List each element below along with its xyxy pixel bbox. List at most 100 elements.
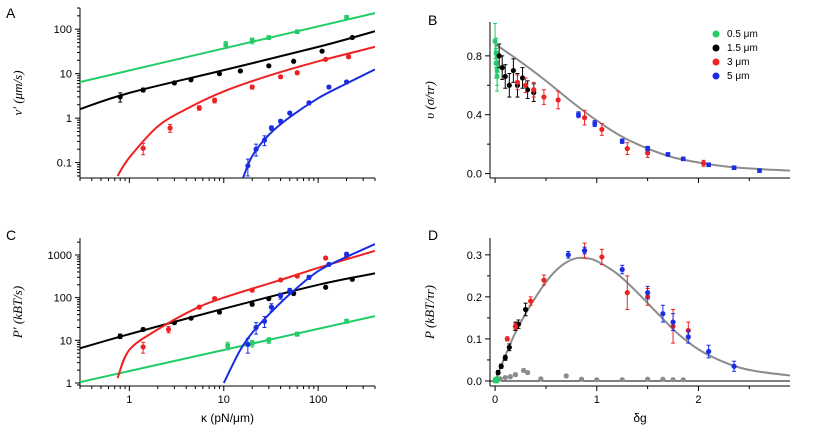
- data-point: [619, 377, 625, 383]
- data-point: [323, 284, 329, 290]
- data-point: [498, 363, 504, 369]
- data-point: [528, 298, 534, 304]
- data-point: [680, 156, 686, 162]
- x-axis-label: δg: [633, 411, 646, 425]
- y-tick-label: 1: [66, 378, 72, 390]
- fit-line-blue: [222, 243, 375, 384]
- data-point: [706, 348, 712, 355]
- data-point: [216, 309, 223, 315]
- panel-b: 0.0 0.4 0.8 Bυ (σ/τr) 0.5 μm 1.5 μm 3 μm 5 μm: [422, 12, 790, 183]
- data-point: [294, 70, 300, 76]
- data-point: [261, 318, 268, 324]
- data-point: [731, 165, 737, 170]
- data-point: [266, 63, 272, 69]
- data-point: [522, 306, 529, 313]
- data-point: [578, 376, 585, 382]
- data-point: [223, 42, 229, 47]
- data-point: [594, 377, 600, 383]
- data-point: [253, 146, 259, 152]
- data-point: [294, 29, 300, 34]
- y-axis-label: P (kBT/τr): [422, 285, 437, 340]
- data-point: [492, 38, 498, 44]
- data-point: [563, 373, 569, 379]
- data-point: [645, 376, 651, 382]
- data-point: [502, 374, 508, 381]
- x-tick-label: 100: [309, 394, 327, 406]
- data-point: [599, 126, 605, 133]
- panel-label: A: [6, 5, 16, 21]
- data-point: [196, 105, 202, 111]
- y-tick-label: 0.1: [57, 158, 72, 170]
- legend-label: 0.5 μm: [727, 29, 758, 40]
- data-point: [541, 94, 547, 100]
- data-point: [326, 84, 332, 90]
- data-point: [757, 168, 762, 173]
- data-point: [512, 372, 519, 378]
- data-point: [349, 276, 355, 282]
- data-point: [685, 334, 691, 340]
- data-point: [525, 87, 531, 93]
- data-point: [624, 145, 630, 152]
- data-point: [216, 71, 223, 77]
- data-point: [140, 344, 146, 350]
- data-point: [245, 163, 251, 169]
- y-tick-label: 0.8: [467, 51, 482, 63]
- data-point: [670, 377, 676, 383]
- y-tick-label: 0.0: [467, 169, 482, 181]
- data-point: [499, 65, 505, 71]
- y-tick-label: 0.3: [467, 250, 482, 262]
- data-point: [323, 255, 329, 261]
- data-point: [538, 376, 544, 382]
- legend: 0.5 μm 1.5 μm 3 μm 5 μm: [712, 29, 758, 82]
- data-point: [541, 277, 547, 283]
- data-point: [212, 295, 218, 302]
- data-point: [624, 290, 630, 296]
- data-point: [502, 355, 508, 361]
- data-point: [494, 376, 500, 382]
- data-point: [496, 53, 502, 59]
- data-point: [294, 331, 300, 337]
- data-point: [245, 341, 251, 348]
- data-point: [277, 74, 284, 80]
- data-point: [619, 266, 625, 273]
- data-point: [619, 138, 625, 144]
- data-point: [531, 87, 537, 93]
- y-tick-label: 10: [60, 69, 72, 81]
- y-tick-label: 0.4: [467, 110, 482, 122]
- data-point: [343, 251, 350, 257]
- data-point: [188, 315, 194, 321]
- fit-line-blue: [242, 68, 375, 178]
- data-point: [343, 79, 350, 85]
- fit-line-black: [80, 30, 375, 111]
- data-point: [555, 97, 561, 103]
- data-point: [665, 152, 671, 157]
- legend-label: 3 μm: [727, 57, 749, 68]
- data-point: [249, 301, 255, 307]
- data-point: [514, 79, 521, 85]
- plot-area: [80, 12, 375, 178]
- data-point: [140, 145, 146, 151]
- legend-label: 1.5 μm: [727, 43, 758, 54]
- data-point: [522, 82, 529, 88]
- x-tick-label: 0: [492, 394, 498, 406]
- data-point: [680, 377, 686, 383]
- y-axis-label: v′ (μm/s): [10, 70, 25, 115]
- data-point: [565, 252, 571, 258]
- data-point: [581, 115, 588, 121]
- panel-label: B: [428, 12, 437, 28]
- panel-label: C: [6, 227, 16, 243]
- data-point: [171, 80, 178, 86]
- data-point: [326, 261, 332, 268]
- y-tick-label: 0.2: [467, 292, 482, 304]
- data-point: [344, 15, 349, 20]
- data-point: [268, 125, 275, 131]
- data-point: [344, 318, 349, 324]
- data-point: [165, 326, 172, 333]
- data-point: [225, 343, 230, 348]
- data-point: [700, 160, 707, 166]
- x-tick-label: 10: [218, 394, 230, 406]
- data-point: [599, 254, 605, 260]
- x-tick-label: 1: [126, 394, 132, 406]
- data-point: [494, 74, 500, 79]
